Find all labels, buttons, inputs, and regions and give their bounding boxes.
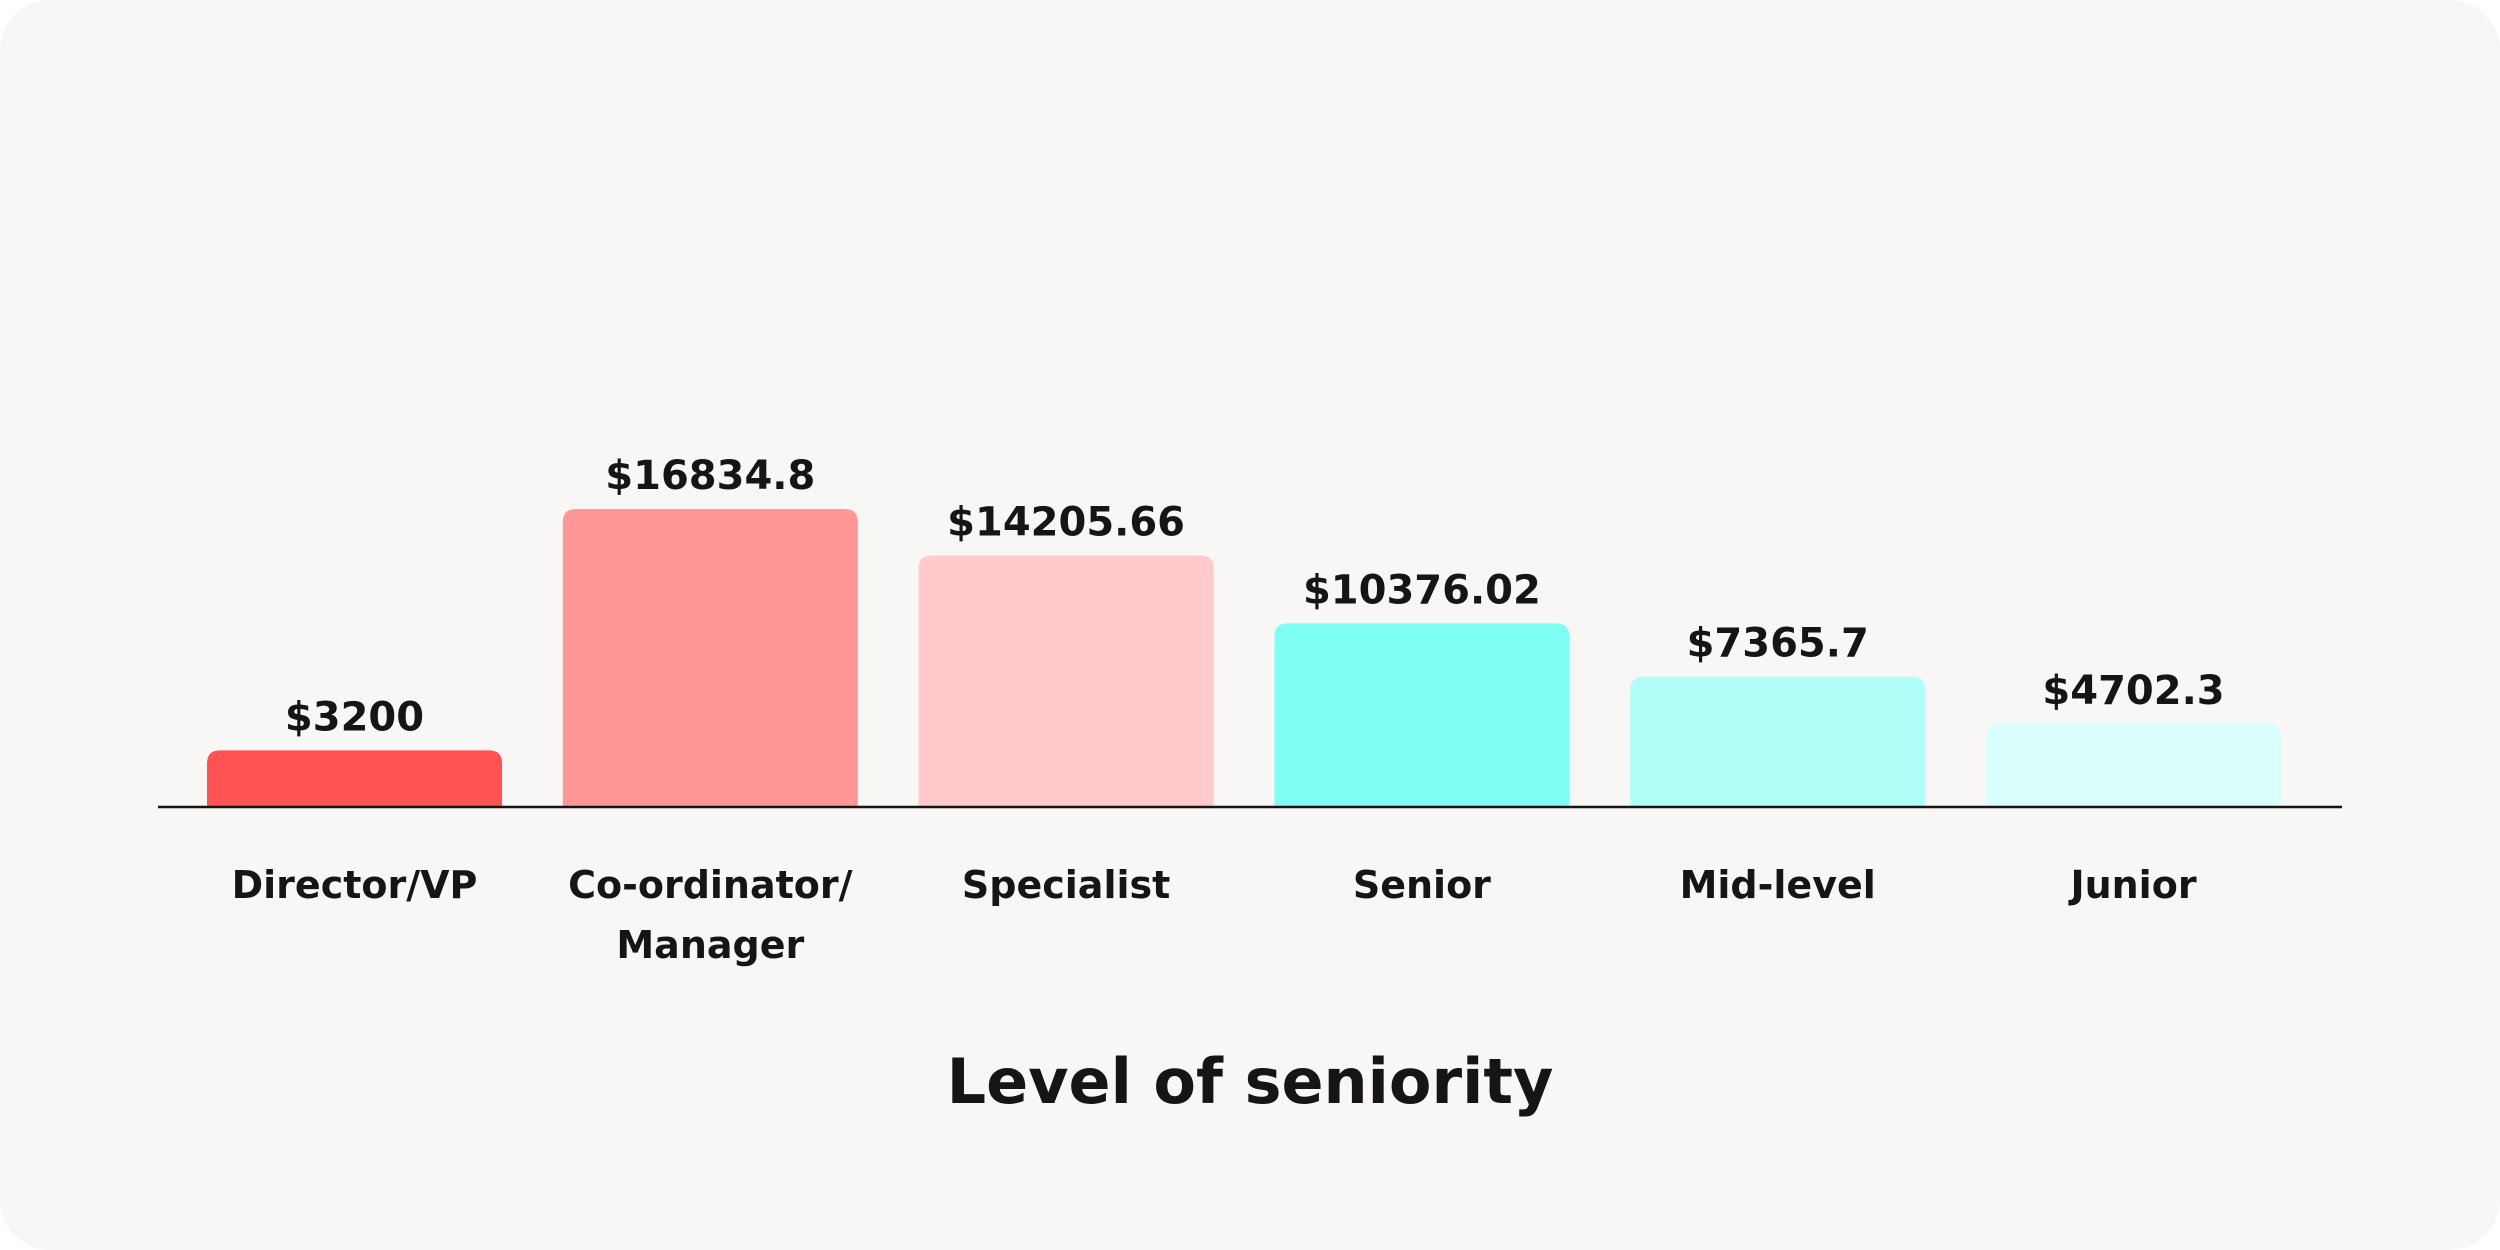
- x-tick-label: Senior: [1352, 863, 1491, 907]
- bar: [1986, 723, 2281, 807]
- value-label: $16834.8: [605, 453, 815, 499]
- x-axis-title: Level of seniority: [946, 1045, 1554, 1118]
- value-label: $4702.3: [2042, 668, 2224, 714]
- x-tick-label: Director/VP: [231, 863, 478, 907]
- bar: [918, 555, 1214, 807]
- value-label: $3200: [285, 694, 424, 740]
- value-label: $14205.66: [947, 500, 1185, 546]
- x-tick-label: Specialist: [961, 863, 1171, 907]
- x-tick-label: Co-ordinator/ Manager: [568, 863, 853, 967]
- value-label: $10376.02: [1303, 567, 1541, 613]
- bar: [1274, 623, 1570, 807]
- x-tick-label: Junior: [2070, 863, 2197, 907]
- bar: [1630, 676, 1926, 807]
- bar: [562, 509, 858, 807]
- value-label: $7365.7: [1687, 621, 1869, 667]
- x-tick-label: Mid-level: [1679, 863, 1876, 907]
- bar: [207, 750, 502, 807]
